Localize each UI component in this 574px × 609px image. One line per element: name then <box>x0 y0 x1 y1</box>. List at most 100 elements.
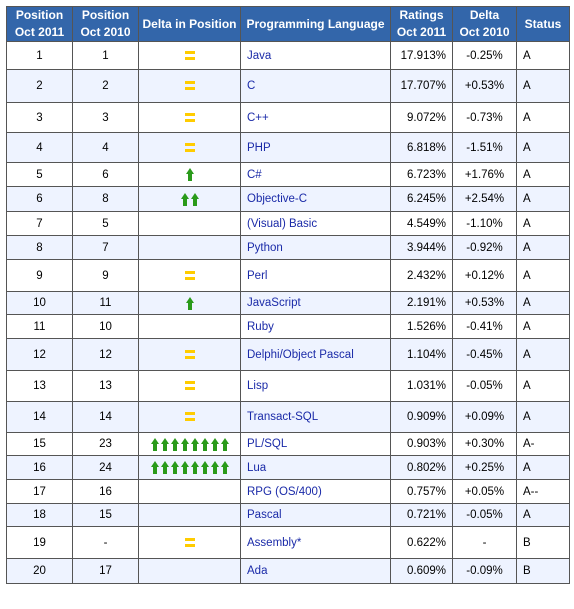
down-arrows <box>185 244 194 251</box>
rating-cell: 1.526% <box>390 314 453 339</box>
col-header-ratings[interactable]: Ratings Oct 2011 <box>390 6 453 42</box>
language-link[interactable]: C# <box>240 162 391 187</box>
position-2010-cell: 13 <box>72 370 139 402</box>
status-cell: A <box>516 211 570 236</box>
col-header-status[interactable]: Status <box>516 6 570 42</box>
status-cell: A <box>516 455 570 480</box>
table-row: 17 16 RPG (OS/400) 0.757% +0.05% A-- <box>6 479 570 504</box>
language-link[interactable]: Lua <box>240 455 391 480</box>
position-2010-cell: 15 <box>72 503 139 527</box>
status-cell: A <box>516 259 570 292</box>
col-header-language[interactable]: Programming Language <box>240 6 391 42</box>
language-link[interactable]: PL/SQL <box>240 432 391 456</box>
arrow-up-icon <box>190 461 199 474</box>
table-row: 12 12 Delphi/Object Pascal 1.104% -0.45% A <box>6 338 570 371</box>
delta-position-cell <box>138 132 241 163</box>
arrow-up-icon <box>170 437 179 451</box>
language-link[interactable]: RPG (OS/400) <box>240 479 391 504</box>
arrow-down-icon <box>175 511 184 518</box>
down-arrows <box>175 567 204 574</box>
language-link[interactable]: Assembly* <box>240 526 391 559</box>
language-link[interactable]: Objective-C <box>240 186 391 212</box>
language-link[interactable]: Lisp <box>240 370 391 402</box>
arrow-up-icon <box>185 296 194 310</box>
table-row: 3 3 C++ 9.072% -0.73% A <box>6 102 570 133</box>
arrow-up-icon <box>150 437 159 451</box>
arrow-down-icon <box>195 567 204 574</box>
position-2010-cell: 10 <box>72 314 139 339</box>
delta-cell: +0.30% <box>452 432 517 456</box>
arrow-up-icon <box>210 461 219 474</box>
language-link[interactable]: Python <box>240 235 391 260</box>
delta-cell: -0.41% <box>452 314 517 339</box>
language-link[interactable]: JavaScript <box>240 291 391 315</box>
delta-position-cell <box>138 479 241 504</box>
position-2010-cell: 24 <box>72 455 139 480</box>
position-2011-cell: 8 <box>6 235 73 260</box>
col-header-position-2011[interactable]: Position Oct 2011 <box>6 6 73 42</box>
unchanged-icon <box>184 50 195 60</box>
unchanged-icon <box>184 412 195 422</box>
language-link[interactable]: Java <box>240 41 391 70</box>
unchanged-icon <box>184 142 195 152</box>
language-link[interactable]: Pascal <box>240 503 391 527</box>
arrow-up-icon <box>160 461 169 474</box>
status-cell: A <box>516 102 570 133</box>
delta-position-cell <box>138 211 241 236</box>
position-2011-cell: 17 <box>6 479 73 504</box>
position-2011-cell: 6 <box>6 186 73 212</box>
up-arrows <box>185 296 194 310</box>
position-2010-cell: 14 <box>72 401 139 433</box>
col-header-delta[interactable]: Delta Oct 2010 <box>452 6 517 42</box>
language-link[interactable]: PHP <box>240 132 391 163</box>
arrow-up-icon <box>170 461 179 474</box>
rating-cell: 2.432% <box>390 259 453 292</box>
rating-cell: 6.245% <box>390 186 453 212</box>
rating-cell: 0.909% <box>390 401 453 433</box>
arrow-up-icon <box>180 192 189 206</box>
rating-cell: 0.721% <box>390 503 453 527</box>
table-row: 19- Assembly* 0.622% - B <box>6 526 570 559</box>
rating-cell: 17.707% <box>390 69 453 103</box>
arrow-down-icon <box>185 511 194 518</box>
arrow-up-icon <box>185 168 194 181</box>
arrow-up-icon <box>210 437 219 451</box>
language-link[interactable]: Perl <box>240 259 391 292</box>
col-header-delta-position[interactable]: Delta in Position <box>138 6 241 42</box>
table-row: 4 4 PHP 6.818% -1.51% A <box>6 132 570 163</box>
arrow-down-icon <box>190 220 199 227</box>
language-link[interactable]: C <box>240 69 391 103</box>
position-2010-cell: 4 <box>72 132 139 163</box>
rating-cell: 4.549% <box>390 211 453 236</box>
position-2011-cell: 5 <box>6 162 73 187</box>
table-row: 8 7 Python 3.944% -0.92% A <box>6 235 570 260</box>
position-2011-cell: 19 <box>6 526 73 559</box>
language-link[interactable]: Transact-SQL <box>240 401 391 433</box>
arrow-up-icon <box>190 437 199 451</box>
delta-position-cell <box>138 401 241 433</box>
delta-position-cell <box>138 235 241 260</box>
language-link[interactable]: Ruby <box>240 314 391 339</box>
unchanged-icon <box>184 349 195 359</box>
rating-cell: 3.944% <box>390 235 453 260</box>
position-2011-cell: 14 <box>6 401 73 433</box>
arrow-down-icon <box>185 323 194 330</box>
language-link[interactable]: C++ <box>240 102 391 133</box>
position-2010-cell: 9 <box>72 259 139 292</box>
delta-position-cell <box>138 455 241 480</box>
rating-cell: 1.031% <box>390 370 453 402</box>
unchanged-icon <box>184 270 195 280</box>
status-cell: A <box>516 314 570 339</box>
language-link[interactable]: (Visual) Basic <box>240 211 391 236</box>
language-link[interactable]: Delphi/Object Pascal <box>240 338 391 371</box>
language-link[interactable]: Ada <box>240 558 391 584</box>
delta-position-cell <box>138 259 241 292</box>
table-row: 15 23 PL/SQL 0.903% +0.30% A- <box>6 432 570 456</box>
unchanged-icon <box>184 537 195 547</box>
status-cell: A-- <box>516 479 570 504</box>
arrow-up-icon <box>180 437 189 451</box>
col-header-position-2010[interactable]: Position Oct 2010 <box>72 6 139 42</box>
delta-cell: -0.09% <box>452 558 517 584</box>
position-2011-cell: 11 <box>6 314 73 339</box>
delta-cell: +0.53% <box>452 69 517 103</box>
